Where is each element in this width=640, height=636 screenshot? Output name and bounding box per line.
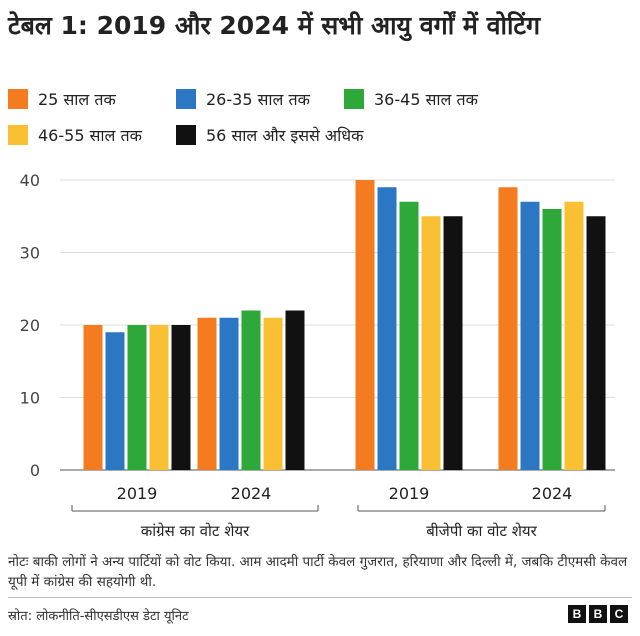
- legend: 25 साल तक 26-35 साल तक 36-45 साल तक 46-5…: [8, 88, 628, 158]
- bar: [83, 325, 103, 470]
- bar: [498, 187, 518, 470]
- bar: [377, 187, 397, 470]
- bar: [520, 201, 540, 470]
- bar: [219, 317, 239, 470]
- bbc-logo-letter: B: [568, 605, 586, 623]
- bar-chart: 0 10 20 30 40 2019 2024 2019 2024 कांग्रेस का वोट…: [20, 171, 615, 540]
- bar: [171, 325, 191, 470]
- footer-divider: [8, 597, 632, 598]
- bar: [127, 325, 147, 470]
- legend-item-4: 56 साल और इससे अधिक: [176, 124, 363, 146]
- bar: [564, 201, 584, 470]
- bbc-logo-letter: B: [589, 605, 607, 623]
- x-tick-label: 2024: [231, 484, 272, 503]
- x-tick-label: 2019: [389, 484, 430, 503]
- bbc-logo-letter: C: [610, 605, 628, 623]
- bar: [542, 209, 562, 470]
- bar: [443, 216, 463, 470]
- chart-note: नोटः बाकी लोगों ने अन्य पार्टियों को वोट…: [8, 554, 628, 590]
- legend-label-0: 25 साल तक: [38, 90, 116, 109]
- x-tick-label: 2024: [532, 484, 573, 503]
- bar: [241, 310, 261, 470]
- legend-item-1: 26-35 साल तक: [176, 88, 310, 110]
- legend-label-4: 56 साल और इससे अधिक: [206, 126, 364, 145]
- legend-swatch-2: [344, 89, 364, 109]
- bar: [399, 201, 419, 470]
- bar: [421, 216, 441, 470]
- bar: [586, 216, 606, 470]
- group-label: बीजेपी का वोट शेयर: [426, 522, 537, 540]
- legend-label-3: 46-55 साल तक: [38, 126, 142, 145]
- legend-item-2: 36-45 साल तक: [344, 88, 478, 110]
- legend-item-0: 25 साल तक: [8, 88, 116, 110]
- y-tick-label: 30: [20, 244, 40, 263]
- legend-swatch-0: [8, 89, 28, 109]
- x-tick-label: 2019: [117, 484, 158, 503]
- bar: [197, 317, 217, 470]
- bbc-logo: B B C: [568, 605, 628, 623]
- legend-item-3: 46-55 साल तक: [8, 124, 142, 146]
- y-tick-label: 20: [20, 316, 40, 335]
- bar: [355, 180, 375, 470]
- bar: [149, 325, 169, 470]
- legend-label-1: 26-35 साल तक: [206, 90, 310, 109]
- y-tick-label: 0: [30, 461, 40, 480]
- bar: [285, 310, 305, 470]
- legend-swatch-1: [176, 89, 196, 109]
- chart-title: टेबल 1: 2019 और 2024 में सभी आयु वर्गों …: [8, 11, 541, 40]
- group-label: कांग्रेस का वोट शेयर: [141, 522, 250, 540]
- source-text: स्रोत: लोकनीति-सीएसडीएस डेटा यूनिट: [8, 609, 189, 624]
- legend-swatch-4: [176, 125, 196, 145]
- bar: [105, 332, 125, 470]
- legend-label-2: 36-45 साल तक: [374, 90, 478, 109]
- y-tick-label: 10: [20, 389, 40, 408]
- legend-swatch-3: [8, 125, 28, 145]
- bar: [263, 317, 283, 470]
- y-tick-label: 40: [20, 171, 40, 190]
